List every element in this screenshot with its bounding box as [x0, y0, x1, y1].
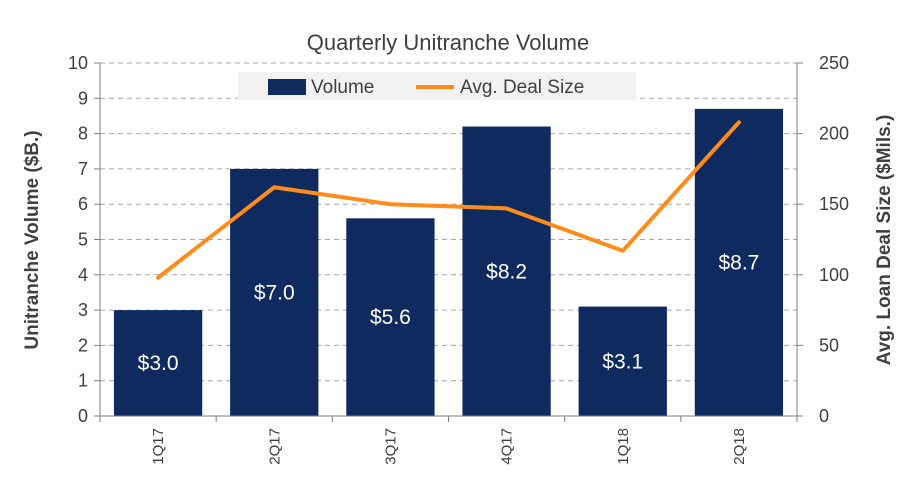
y2-tick-label: 250 — [819, 53, 849, 73]
bar-value-label: $8.2 — [486, 260, 527, 283]
y2-tick-label: 150 — [819, 194, 849, 214]
bar-value-label: $3.1 — [602, 350, 643, 373]
bar-value-label: $7.0 — [254, 281, 295, 304]
legend-label-volume: Volume — [311, 77, 374, 98]
y-tick-label: 0 — [78, 406, 88, 426]
y-tick-label: 7 — [78, 159, 88, 179]
y-tick-label: 6 — [78, 194, 88, 214]
gridlines — [100, 62, 797, 382]
x-tick-label: 3Q17 — [382, 428, 399, 465]
volume-bar — [578, 306, 667, 416]
bar-value-label: $8.7 — [718, 251, 759, 274]
deal-size-line-layer — [156, 120, 741, 280]
y-tick-label: 10 — [68, 53, 88, 73]
y-tick-label: 3 — [78, 300, 88, 320]
volume-bar — [462, 126, 551, 416]
y-axis-title: Unitranche Volume ($B.) — [22, 130, 43, 349]
bar-value-label: $5.6 — [370, 306, 411, 329]
y-tick-label: 9 — [78, 88, 88, 108]
y-tick-label: 1 — [78, 371, 88, 391]
bar-value-label: $3.0 — [138, 352, 179, 375]
x-tick-label: 1Q17 — [150, 428, 167, 465]
y-tick-label: 5 — [78, 230, 88, 250]
volume-bar — [113, 310, 203, 416]
y-tick-label: 8 — [78, 124, 88, 144]
bar-data-labels: $3.0 $7.0 $5.6 $8.2 $3.1 $8.7 — [138, 251, 760, 375]
y2-axis-title: Avg. Loan Deal Size ($Mils.) — [874, 115, 895, 366]
y-tick-label: 4 — [78, 265, 88, 285]
y2-tick-label: 200 — [819, 124, 849, 144]
volume-bar — [346, 218, 435, 416]
legend-label-deal-size: Avg. Deal Size — [460, 77, 584, 98]
volume-bar — [694, 108, 784, 416]
volume-bars — [113, 108, 784, 416]
chart-title: Quarterly Unitranche Volume — [307, 30, 589, 55]
legend: Volume Avg. Deal Size — [238, 72, 636, 100]
x-tick-label: 2Q18 — [731, 428, 748, 465]
y2-tick-label: 0 — [819, 406, 829, 426]
x-tick-label: 4Q17 — [499, 428, 516, 465]
legend-swatch-volume — [268, 79, 306, 95]
y2-tick-label: 100 — [819, 265, 849, 285]
y-tick-label: 2 — [78, 335, 88, 355]
x-tick-label: 1Q18 — [615, 428, 632, 465]
deal-size-line — [156, 120, 741, 280]
y2-tick-label: 50 — [819, 335, 839, 355]
x-tick-label: 2Q17 — [266, 428, 283, 465]
